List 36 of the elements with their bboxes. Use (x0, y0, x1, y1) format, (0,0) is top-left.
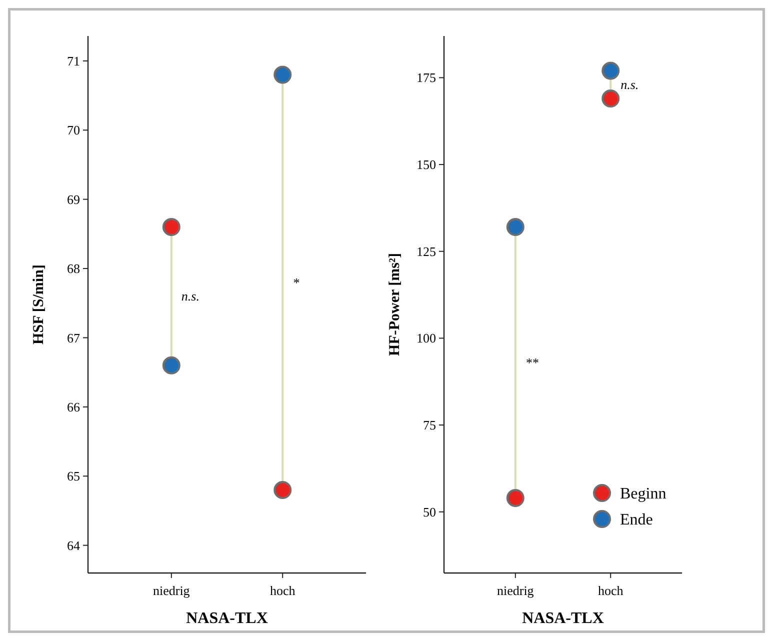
point (506, 488, 524, 507)
y-tick-label: 66 (67, 399, 80, 414)
point (274, 480, 292, 499)
annotation: n.s. (620, 77, 639, 92)
y-tick-label: 67 (67, 330, 80, 346)
y-axis-title: HSF [S/min] (31, 264, 47, 344)
x-axis-title: NASA-TLX (522, 610, 604, 627)
point (162, 218, 180, 236)
y-tick-label: 75 (423, 418, 436, 433)
legend-label: Ende (620, 512, 653, 529)
annotation: ** (525, 355, 539, 370)
point (274, 66, 292, 84)
point (602, 62, 620, 80)
x-axis-title: NASA-TLX (186, 610, 268, 627)
annotation: n.s. (181, 288, 200, 304)
y-tick-label: 70 (67, 122, 80, 138)
x-tick-label: hoch (270, 583, 296, 598)
point (602, 90, 620, 108)
y-tick-label: 175 (416, 70, 436, 86)
y-tick-label: 100 (416, 330, 436, 346)
x-tick-label: niedrig (152, 583, 190, 598)
y-tick-label: 64 (67, 538, 80, 553)
x-tick-label: hoch (598, 583, 624, 598)
y-axis-title: HF-Power [ms²] (387, 253, 403, 356)
y-tick-label: 65 (67, 468, 80, 484)
y-tick-label: 50 (423, 504, 436, 520)
point (506, 218, 524, 236)
y-tick-label: 71 (67, 53, 80, 68)
y-tick-label: 68 (67, 261, 80, 276)
legend-label: Beginn (620, 486, 666, 503)
point (162, 356, 180, 374)
y-tick-label: 125 (416, 244, 436, 259)
y-tick-label: 150 (416, 157, 436, 172)
annotation: * (292, 274, 300, 290)
y-tick-label: 69 (67, 192, 80, 207)
x-tick-label: niedrig (496, 583, 534, 598)
